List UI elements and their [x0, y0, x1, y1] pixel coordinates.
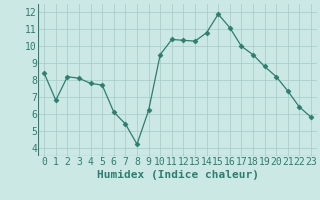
X-axis label: Humidex (Indice chaleur): Humidex (Indice chaleur) [97, 170, 259, 180]
